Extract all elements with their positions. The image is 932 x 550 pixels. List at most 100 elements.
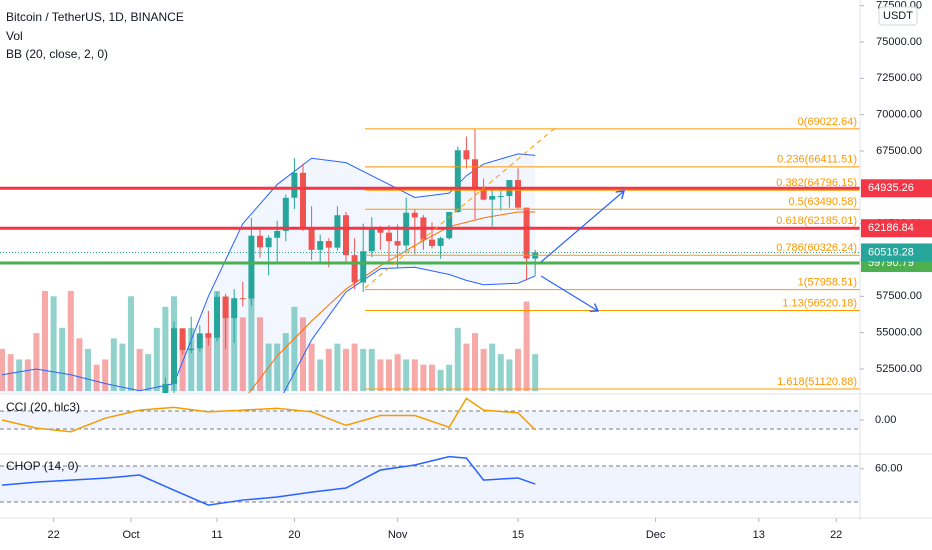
volume-bar — [205, 333, 212, 391]
drawings — [364, 127, 624, 311]
bb-basis — [248, 211, 536, 393]
candle-body — [454, 150, 461, 213]
indicator-line — [1, 397, 536, 433]
candle-body — [171, 328, 177, 384]
candle-body — [360, 251, 367, 283]
volume-bar — [403, 359, 410, 391]
candle-body — [282, 197, 289, 231]
candle-body — [162, 383, 169, 393]
volume-label: Vol — [6, 29, 23, 43]
candle-body — [300, 172, 306, 229]
y-tick-label: 67500.00 — [876, 145, 922, 157]
candle-body — [0, 433, 5, 438]
candle-body — [76, 510, 82, 511]
x-tick-label: 22 — [830, 529, 842, 541]
volume-bar — [317, 359, 324, 391]
volume-bar — [472, 333, 478, 391]
candle-body — [463, 150, 470, 160]
candle-body — [102, 519, 108, 536]
candle-body — [394, 241, 401, 246]
trend-arrow — [540, 191, 624, 263]
volume-bar — [119, 343, 126, 391]
bb-lower — [283, 266, 536, 393]
volume-bar — [153, 327, 160, 391]
volume-bar — [76, 338, 83, 391]
volume-bar — [128, 296, 134, 391]
cci-pane — [0, 397, 860, 433]
candle-body — [489, 196, 496, 200]
fib-label: 0.786(60326.24) — [776, 242, 857, 254]
x-tick-label: 22 — [47, 529, 59, 541]
x-tick-label: 13 — [753, 529, 765, 541]
volume-bar — [102, 359, 109, 391]
volume-bar — [497, 354, 504, 391]
candle-body — [325, 241, 332, 248]
currency-box[interactable] — [878, 6, 918, 26]
y-tick-label: 55000.00 — [876, 327, 922, 339]
candle-body — [291, 172, 298, 198]
price-pane: 0(69022.64) 0.236(66411.51) 0.382(64796.15… — [0, 116, 860, 536]
candle-body — [317, 241, 324, 250]
x-tick-label: Dec — [646, 529, 666, 541]
volume-bar — [325, 348, 332, 391]
volume-bar — [308, 343, 315, 391]
bb-label: BB (20, close, 2, 0) — [6, 47, 108, 61]
fib-label: 0.618(62185.01) — [776, 215, 857, 227]
y-tick-label: 57500.00 — [876, 290, 922, 302]
candle-body — [515, 180, 521, 208]
volume-bar — [351, 343, 358, 391]
candle-body — [231, 298, 238, 319]
indicator-label: CCI (20, hlc3) — [6, 400, 80, 414]
volume-bar — [7, 354, 14, 391]
candle-body — [188, 348, 195, 351]
volume-bar — [446, 364, 453, 391]
y-tick-label: 52500.00 — [876, 363, 922, 375]
fib-label: 1.13(56520.18) — [782, 297, 857, 309]
x-tick-label: Oct — [122, 529, 139, 541]
volume-bar — [274, 343, 281, 391]
y-tick-label: 70000.00 — [876, 109, 922, 121]
candle-body — [351, 255, 358, 283]
volume-bar — [532, 354, 539, 391]
volume-bar — [248, 296, 255, 391]
indicator-line — [1, 455, 536, 506]
candle-body — [497, 196, 504, 198]
y-tick-label: 0.00 — [875, 414, 896, 426]
candle-body — [523, 207, 530, 259]
volume-bar — [480, 348, 487, 391]
symbol-title: Bitcoin / TetherUS, 1D, BINANCE — [6, 10, 184, 24]
volume-bar — [231, 301, 238, 391]
candle-body — [429, 239, 435, 246]
volume-bar — [93, 364, 100, 391]
volume-bar — [437, 369, 444, 391]
fib-label: 0.236(66411.51) — [777, 154, 857, 166]
price-tag — [861, 179, 932, 198]
volume-bar — [67, 291, 74, 391]
volume-bar — [145, 354, 152, 391]
candle-body — [377, 227, 384, 233]
volume-bar — [394, 354, 401, 391]
fib-label: 0.382(64796.15) — [776, 177, 857, 189]
x-tick-label: 11 — [211, 529, 222, 541]
volume-bar — [386, 359, 392, 391]
volume-bar — [291, 306, 298, 391]
candle-body — [145, 431, 151, 439]
candle-body — [257, 235, 263, 248]
candle-body — [205, 333, 212, 338]
price-tag — [861, 243, 932, 262]
y-tick-label: 77500.00 — [876, 0, 922, 12]
volume-bar — [300, 317, 306, 391]
volume-bar — [454, 327, 461, 391]
candle-body — [446, 212, 453, 239]
currency[interactable]: USDT — [883, 10, 913, 22]
y-tick-label: 72500.00 — [876, 72, 922, 84]
volume-bar — [0, 348, 5, 391]
chop-pane — [0, 455, 860, 506]
price-tag — [861, 219, 932, 238]
candle-body — [239, 298, 246, 300]
candle-body — [308, 228, 315, 250]
volume-bar — [42, 291, 48, 391]
candle-body — [248, 235, 255, 299]
volume-bar — [188, 327, 195, 391]
